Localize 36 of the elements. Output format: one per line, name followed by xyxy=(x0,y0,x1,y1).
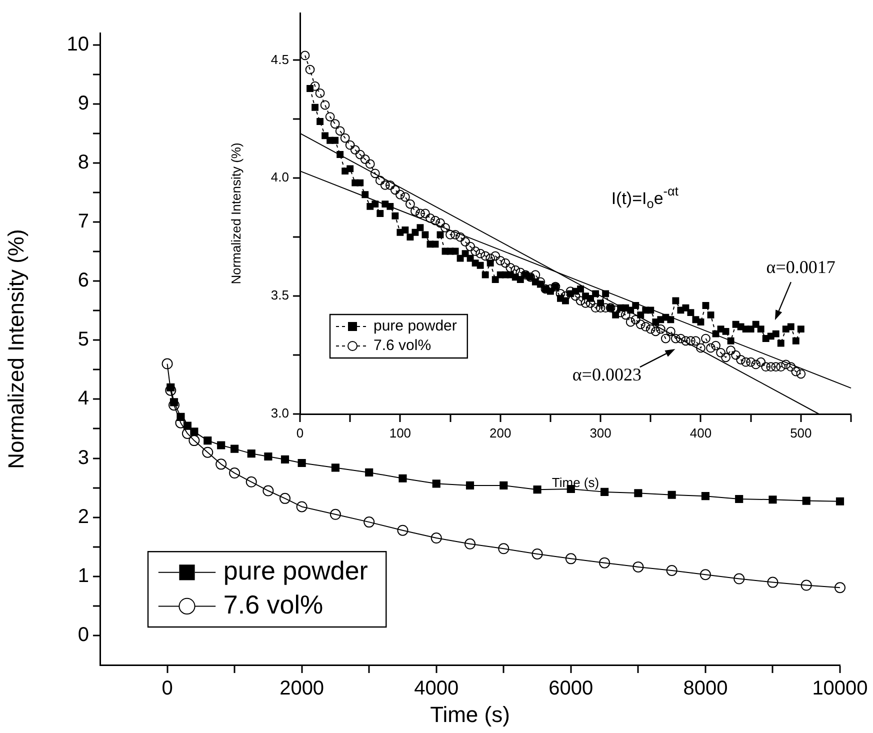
legend-label: 7.6 vol% xyxy=(374,337,432,354)
legend-label: 7.6 vol% xyxy=(223,589,324,620)
x-tick-label: 300 xyxy=(590,425,612,440)
x-tick-label: 8000 xyxy=(683,678,728,700)
x-tick-label: 0 xyxy=(296,425,304,440)
x-tick-label: 100 xyxy=(389,425,412,440)
x-tick-label: 6000 xyxy=(548,678,594,700)
y-tick-label: 3 xyxy=(78,446,89,469)
y-tick-label: 4.0 xyxy=(270,170,289,185)
y-tick-label: 9 xyxy=(78,92,89,114)
y-axis-title: Normalized Intensity (%) xyxy=(3,229,28,469)
annotation: α=0.0023 xyxy=(572,364,642,385)
y-tick-label: 1 xyxy=(78,564,89,587)
x-tick-label: 400 xyxy=(690,425,712,440)
x-tick-label: 10000 xyxy=(812,678,868,700)
x-tick-label: 500 xyxy=(790,425,812,440)
annotation: α=0.0017 xyxy=(766,256,836,277)
y-tick-label: 3.5 xyxy=(270,288,289,303)
y-axis-title: Normalized Intensity (%) xyxy=(228,142,244,284)
legend-label: pure powder xyxy=(223,556,368,586)
y-tick-label: 4 xyxy=(78,388,89,410)
y-tick-label: 7 xyxy=(78,210,89,233)
y-tick-label: 10 xyxy=(66,33,89,56)
y-tick-label: 4.5 xyxy=(270,52,289,67)
y-tick-label: 0 xyxy=(78,624,89,646)
y-tick-label: 5 xyxy=(78,328,89,351)
y-tick-label: 3.0 xyxy=(270,406,289,421)
y-tick-label: 6 xyxy=(78,270,89,292)
x-tick-label: 200 xyxy=(490,425,512,440)
x-tick-label: 0 xyxy=(162,678,173,700)
x-tick-label: 4000 xyxy=(414,678,459,700)
x-tick-label: 2000 xyxy=(280,678,324,700)
y-tick-label: 8 xyxy=(78,151,89,174)
legend-label: pure powder xyxy=(374,318,457,335)
x-axis-title: Time (s) xyxy=(430,702,510,727)
y-tick-label: 2 xyxy=(78,506,89,528)
